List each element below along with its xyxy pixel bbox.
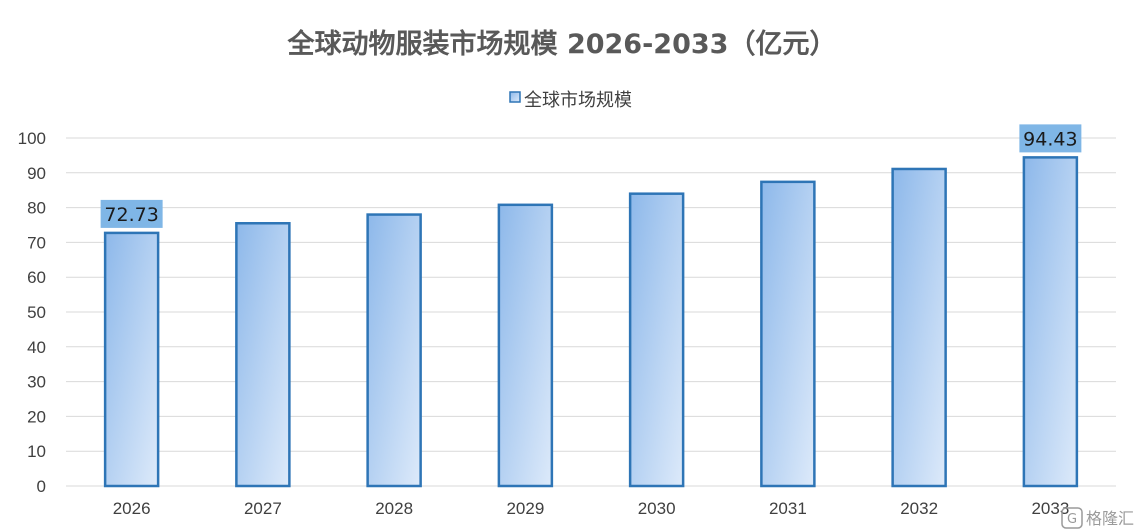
x-tick-label: 2033: [1031, 499, 1069, 518]
legend: 全球市场规模: [509, 90, 632, 111]
bar-2026: [103, 231, 160, 488]
y-axis-ticks: 0 10 20 30 40 50 60 70 80 90 100: [18, 129, 46, 496]
y-tick-label: 0: [37, 477, 46, 496]
x-tick-label: 2029: [506, 499, 544, 518]
legend-swatch: [509, 91, 521, 103]
legend-entry: 全球市场规模: [524, 90, 632, 111]
x-axis-ticks: 2026 2027 2028 2029 2030 2031 2032 2033: [113, 499, 1070, 518]
x-tick-label: 2026: [113, 499, 151, 518]
y-tick-label: 10: [27, 442, 46, 461]
x-tick-label: 2032: [900, 499, 938, 518]
y-tick-label: 100: [18, 129, 46, 148]
x-tick-label: 2031: [769, 499, 807, 518]
gridlines: [66, 137, 1116, 487]
bar-2029: [497, 203, 554, 488]
watermark-text: 格隆汇: [1086, 509, 1134, 528]
bar-2027: [235, 222, 291, 488]
bar-2030: [628, 192, 685, 488]
y-tick-label: 20: [27, 407, 46, 426]
data-label-text: 94.43: [1023, 128, 1077, 150]
y-tick-label: 70: [27, 233, 46, 252]
y-tick-label: 60: [27, 268, 46, 287]
bar-2031: [760, 180, 816, 488]
bars: [103, 156, 1079, 488]
x-tick-label: 2027: [244, 499, 282, 518]
data-label-box: [1019, 124, 1082, 153]
y-tick-label: 30: [27, 373, 46, 392]
watermark-logo-glyph: G: [1067, 512, 1077, 527]
x-tick-label: 2030: [638, 499, 676, 518]
bar-2033: [1022, 156, 1079, 488]
y-tick-label: 40: [27, 338, 46, 357]
data-labels: 72.73 94.43: [100, 124, 1082, 228]
bar-2032: [891, 167, 947, 488]
data-label-2026: 72.73: [100, 199, 163, 228]
bar-2028: [366, 213, 422, 488]
chart-title: 全球动物服装市场规模 2026-2033（亿元）: [287, 28, 837, 60]
data-label-box: [100, 199, 163, 228]
y-tick-label: 50: [27, 303, 46, 322]
data-label-2033: 94.43: [1019, 124, 1082, 153]
y-tick-label: 80: [27, 199, 46, 218]
watermark-logo-icon: [1061, 507, 1083, 529]
data-label-text: 72.73: [104, 204, 158, 226]
x-tick-label: 2028: [375, 499, 413, 518]
y-tick-label: 90: [27, 164, 46, 183]
watermark: G 格隆汇: [1061, 507, 1134, 529]
